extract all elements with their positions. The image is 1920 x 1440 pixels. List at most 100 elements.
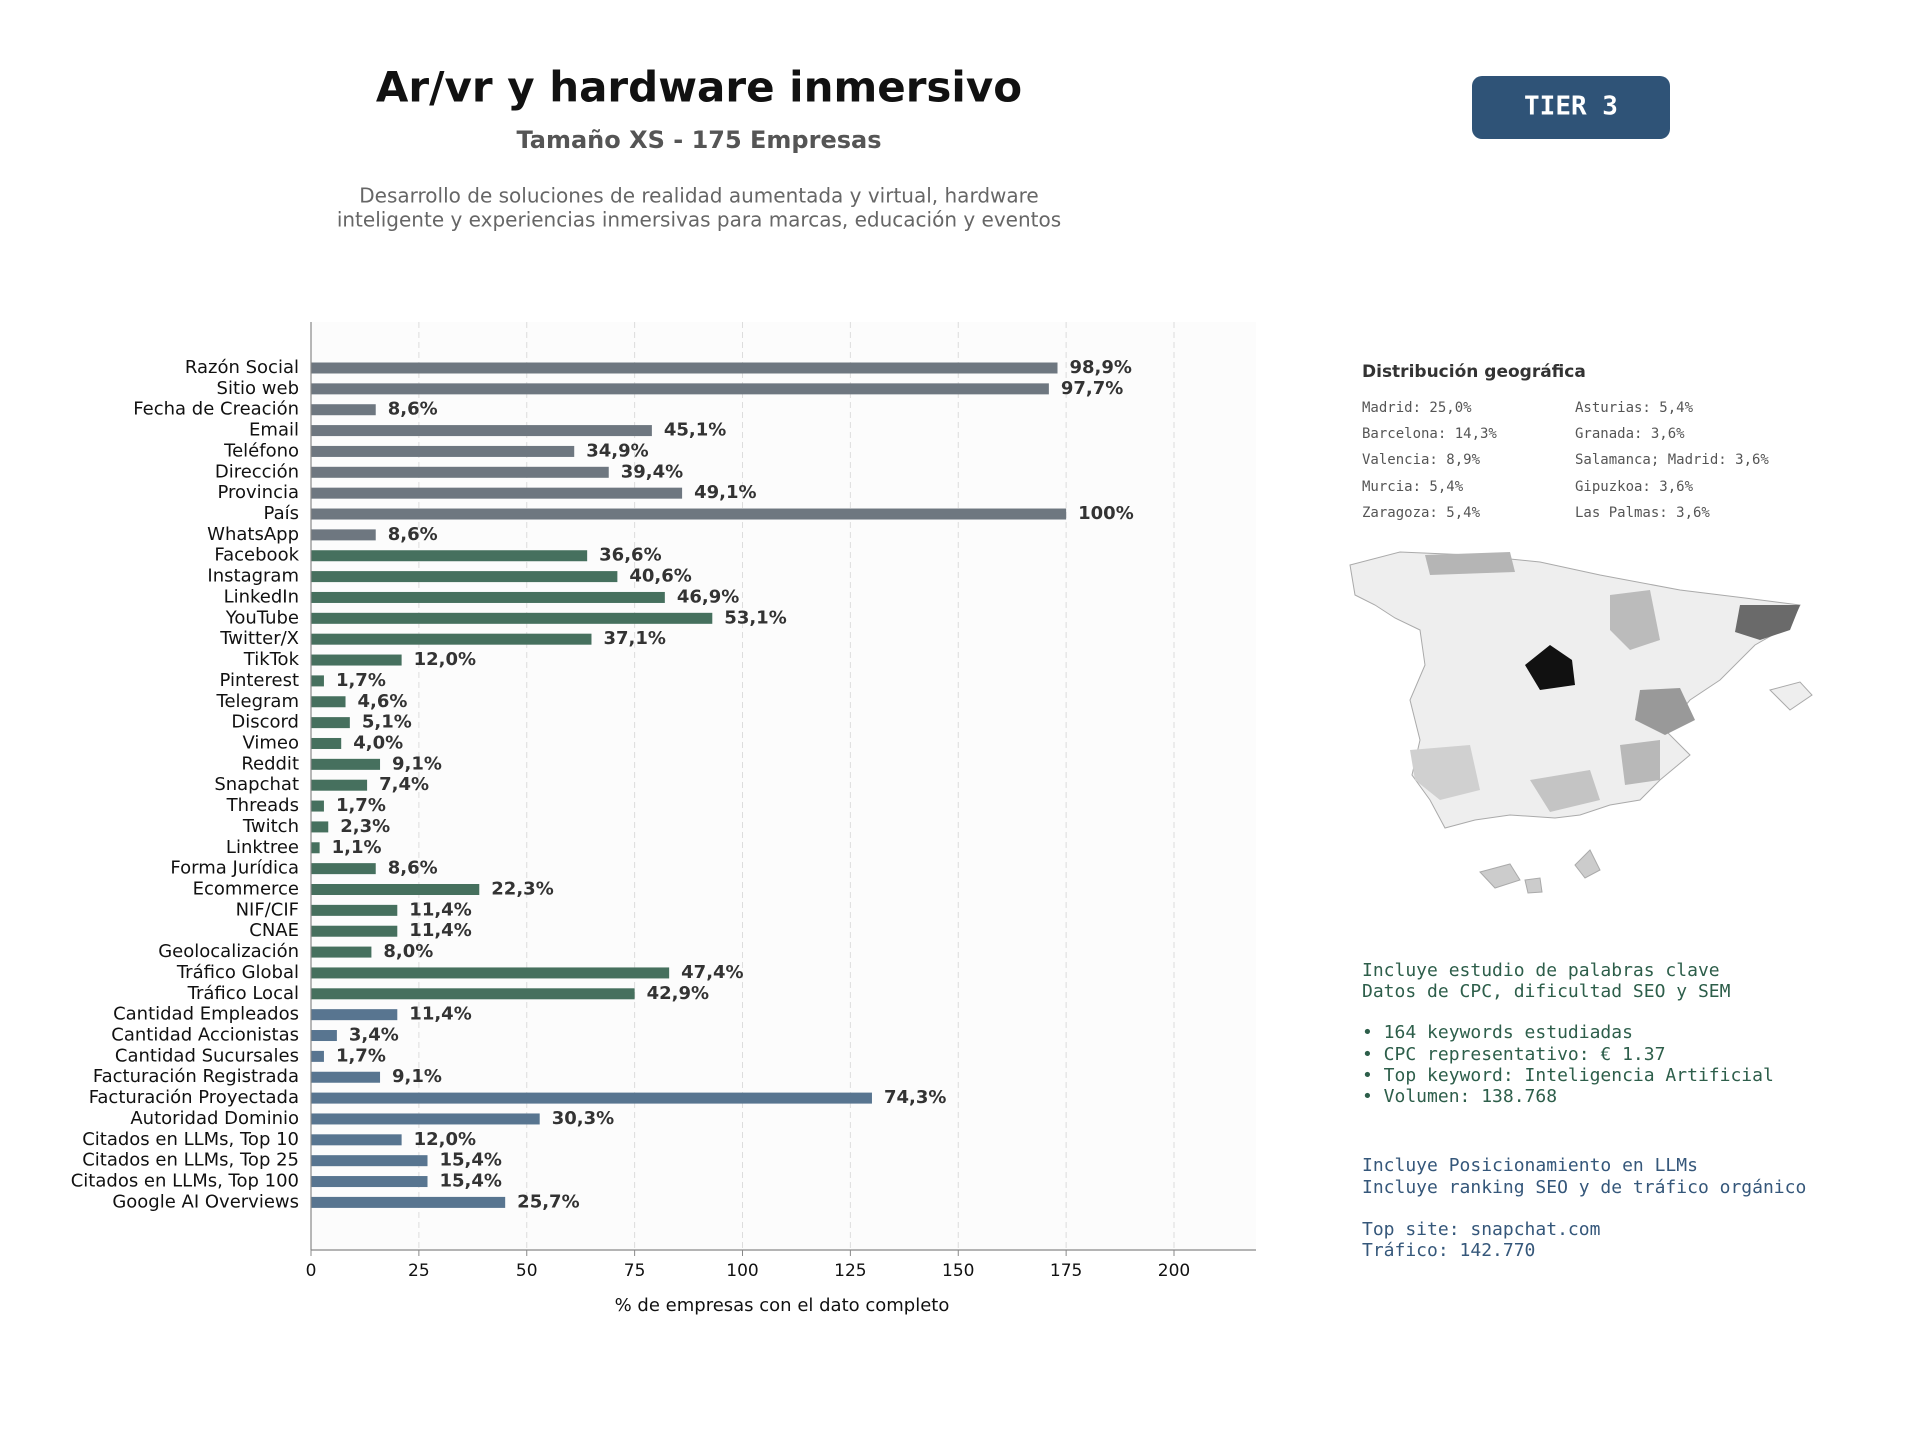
- bar: [311, 696, 346, 708]
- map-region-valencia: [1635, 688, 1695, 735]
- bar: [311, 1050, 324, 1062]
- keyword-line: • CPC representativo: € 1.37: [1362, 1044, 1665, 1065]
- y-tick-label: NIF/CIF: [236, 899, 299, 920]
- y-tick-label: Facebook: [214, 545, 299, 566]
- x-tick-label: 50: [516, 1261, 538, 1281]
- x-tick-label: 100: [726, 1261, 758, 1281]
- llm-line: Tráfico: 142.770: [1362, 1240, 1535, 1261]
- bar: [311, 821, 329, 833]
- bar: [311, 863, 376, 875]
- bar: [311, 779, 368, 791]
- y-tick-label: Threads: [226, 795, 299, 816]
- keyword-line: • Top keyword: Inteligencia Artificial: [1362, 1065, 1774, 1086]
- value-label: 15,4%: [440, 1150, 502, 1171]
- value-label: 74,3%: [884, 1087, 946, 1108]
- value-label: 97,7%: [1061, 378, 1123, 399]
- bar: [311, 1092, 872, 1104]
- value-label: 9,1%: [392, 753, 442, 774]
- x-tick-label: 200: [1158, 1261, 1190, 1281]
- geo-item: Asturias: 5,4%: [1575, 400, 1694, 416]
- bar: [311, 1176, 428, 1188]
- value-label: 8,6%: [388, 858, 438, 879]
- geo-item: Madrid: 25,0%: [1362, 400, 1472, 416]
- value-label: 4,6%: [358, 691, 408, 712]
- geo-item: Granada: 3,6%: [1575, 426, 1685, 442]
- value-label: 11,4%: [409, 920, 471, 941]
- plot-area: [311, 322, 1256, 1250]
- spain-map: [1349, 551, 1813, 894]
- value-label: 42,9%: [647, 983, 709, 1004]
- y-tick-label: Geolocalización: [158, 941, 299, 962]
- bar: [311, 591, 665, 603]
- bar: [311, 1155, 428, 1167]
- bar: [311, 967, 670, 979]
- chart: 0 25 50 75 100 125 150 175 200 Razón Social 98,9% S…: [71, 322, 1190, 1281]
- y-tick-label: Teléfono: [223, 440, 299, 461]
- value-label: 9,1%: [392, 1066, 442, 1087]
- value-label: 12,0%: [414, 649, 476, 670]
- value-label: 53,1%: [724, 607, 786, 628]
- x-tick-label: 25: [408, 1261, 430, 1281]
- bar: [311, 1009, 398, 1021]
- y-tick-label: Provincia: [217, 482, 299, 503]
- value-label: 3,4%: [349, 1025, 399, 1046]
- value-label: 1,1%: [332, 837, 382, 858]
- y-tick-label: Instagram: [207, 566, 299, 587]
- bar: [311, 737, 342, 749]
- bar: [311, 466, 609, 478]
- x-tick-label: 0: [306, 1261, 317, 1281]
- bar: [311, 1071, 381, 1083]
- y-tick-label: Google AI Overviews: [112, 1191, 299, 1212]
- value-label: 11,4%: [409, 1004, 471, 1025]
- bar: [311, 654, 402, 666]
- y-tick-label: Telegram: [216, 691, 299, 712]
- geo-item: Gipuzkoa: 3,6%: [1575, 479, 1694, 495]
- value-label: 8,6%: [388, 524, 438, 545]
- bar: [311, 1030, 337, 1042]
- value-label: 30,3%: [552, 1108, 614, 1129]
- y-tick-label: Cantidad Accionistas: [111, 1025, 299, 1046]
- bar: [311, 1113, 540, 1125]
- map-region-madrid: [1525, 645, 1575, 690]
- keyword-line: • 164 keywords estudiadas: [1362, 1022, 1633, 1043]
- y-tick-label: LinkedIn: [224, 586, 299, 607]
- bar: [311, 1196, 506, 1208]
- map-region: [1610, 590, 1660, 650]
- value-label: 25,7%: [517, 1191, 579, 1212]
- x-axis-label: % de empresas con el dato completo: [615, 1295, 950, 1316]
- bar: [311, 717, 350, 729]
- y-tick-label: WhatsApp: [207, 524, 299, 545]
- bar: [311, 487, 683, 499]
- value-label: 98,9%: [1070, 357, 1132, 378]
- y-tick-label: Citados en LLMs, Top 100: [71, 1171, 299, 1192]
- value-label: 5,1%: [362, 712, 412, 733]
- geo-title: Distribución geográfica: [1362, 362, 1586, 382]
- bar: [311, 884, 480, 895]
- x-tick-label: 125: [834, 1261, 866, 1281]
- x-tick-label: 150: [942, 1261, 974, 1281]
- value-label: 49,1%: [694, 482, 756, 503]
- bar: [311, 633, 592, 645]
- geo-item: Las Palmas: 3,6%: [1575, 505, 1710, 521]
- title: Ar/vr y hardware inmersivo: [376, 63, 1022, 112]
- value-label: 47,4%: [681, 962, 743, 983]
- bar: [311, 425, 652, 437]
- y-tick-label: Citados en LLMs, Top 10: [82, 1129, 299, 1150]
- map-canarias: [1479, 849, 1601, 894]
- map-region: [1530, 770, 1600, 812]
- y-tick-label: Dirección: [215, 461, 299, 482]
- value-label: 100%: [1078, 503, 1134, 524]
- map-region-barcelona: [1735, 605, 1800, 640]
- geo-item: Zaragoza: 5,4%: [1362, 505, 1481, 521]
- bar: [311, 529, 376, 541]
- side-panel: Madrid: 25,0% Barcelona: 14,3% Valencia: 8…: [1362, 400, 1806, 1261]
- y-tick-label: Tráfico Global: [176, 962, 299, 983]
- y-tick-label: País: [264, 503, 299, 524]
- bar: [311, 988, 635, 1000]
- y-tick-label: Discord: [231, 712, 299, 733]
- value-label: 2,3%: [340, 816, 390, 837]
- value-label: 22,3%: [491, 879, 553, 900]
- keyword-line: Incluye estudio de palabras clave: [1362, 960, 1720, 981]
- bar: [311, 904, 398, 916]
